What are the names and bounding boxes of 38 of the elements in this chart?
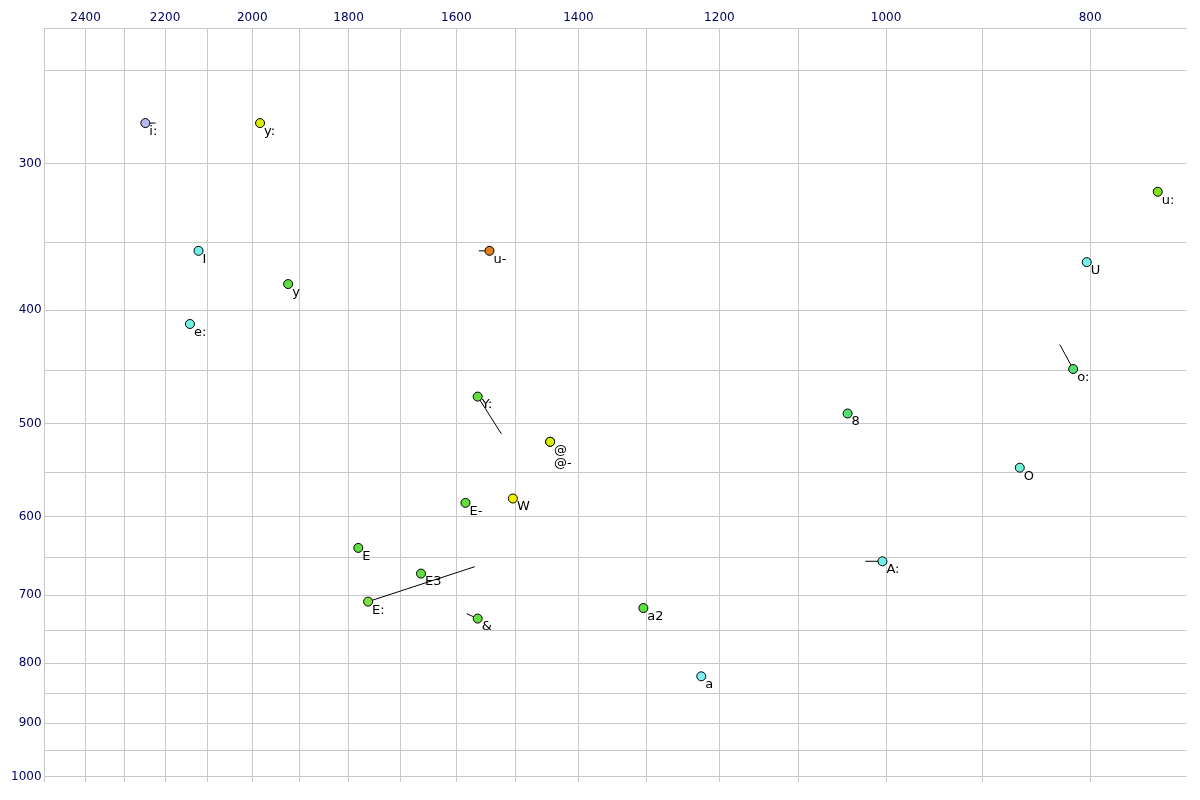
annotation: y bbox=[292, 283, 301, 299]
annotation: O bbox=[1023, 467, 1035, 483]
annotation: E- bbox=[469, 502, 483, 518]
x-tick-label: 1800 bbox=[333, 10, 364, 25]
annotation: U bbox=[1090, 262, 1101, 278]
x-tick-label: 1200 bbox=[704, 10, 735, 25]
x-tick-label: 1400 bbox=[563, 10, 594, 25]
annotation: o: bbox=[1077, 368, 1090, 384]
y-tick-label: 700 bbox=[18, 587, 42, 602]
annotation: @ bbox=[554, 441, 568, 457]
annotation: a2 bbox=[647, 607, 664, 623]
annotation: u- bbox=[493, 250, 507, 266]
x-tick-label: 2200 bbox=[149, 10, 181, 25]
annotation: A: bbox=[886, 561, 900, 577]
annotation: u: bbox=[1161, 191, 1175, 207]
annotation: e: bbox=[193, 323, 207, 339]
y-tick-label: 900 bbox=[18, 715, 42, 730]
annotation: a bbox=[705, 676, 714, 692]
y-tick-label: 1000 bbox=[10, 768, 42, 783]
annotation: E: bbox=[372, 601, 385, 617]
annotation: i: bbox=[149, 122, 158, 138]
annotation: W bbox=[516, 498, 530, 514]
annotation: & bbox=[481, 618, 492, 634]
x-tick-label: 800 bbox=[1078, 10, 1102, 25]
y-tick-label: 500 bbox=[18, 415, 42, 430]
x-tick-label: 1000 bbox=[870, 10, 902, 25]
x-tick-label: 2000 bbox=[236, 10, 268, 25]
y-tick-label: 600 bbox=[18, 508, 42, 523]
annotation: E bbox=[362, 547, 371, 563]
x-tick-label: 2400 bbox=[70, 10, 101, 25]
annotation: I bbox=[202, 250, 207, 266]
annotation: y: bbox=[264, 122, 276, 138]
annotation: Y: bbox=[480, 396, 493, 412]
y-tick-label: 800 bbox=[18, 655, 42, 670]
x-tick-label: 1600 bbox=[441, 10, 472, 25]
annotation: 8 bbox=[851, 413, 860, 429]
y-tick-label: 400 bbox=[18, 302, 42, 317]
y-tick-label: 300 bbox=[18, 155, 42, 170]
